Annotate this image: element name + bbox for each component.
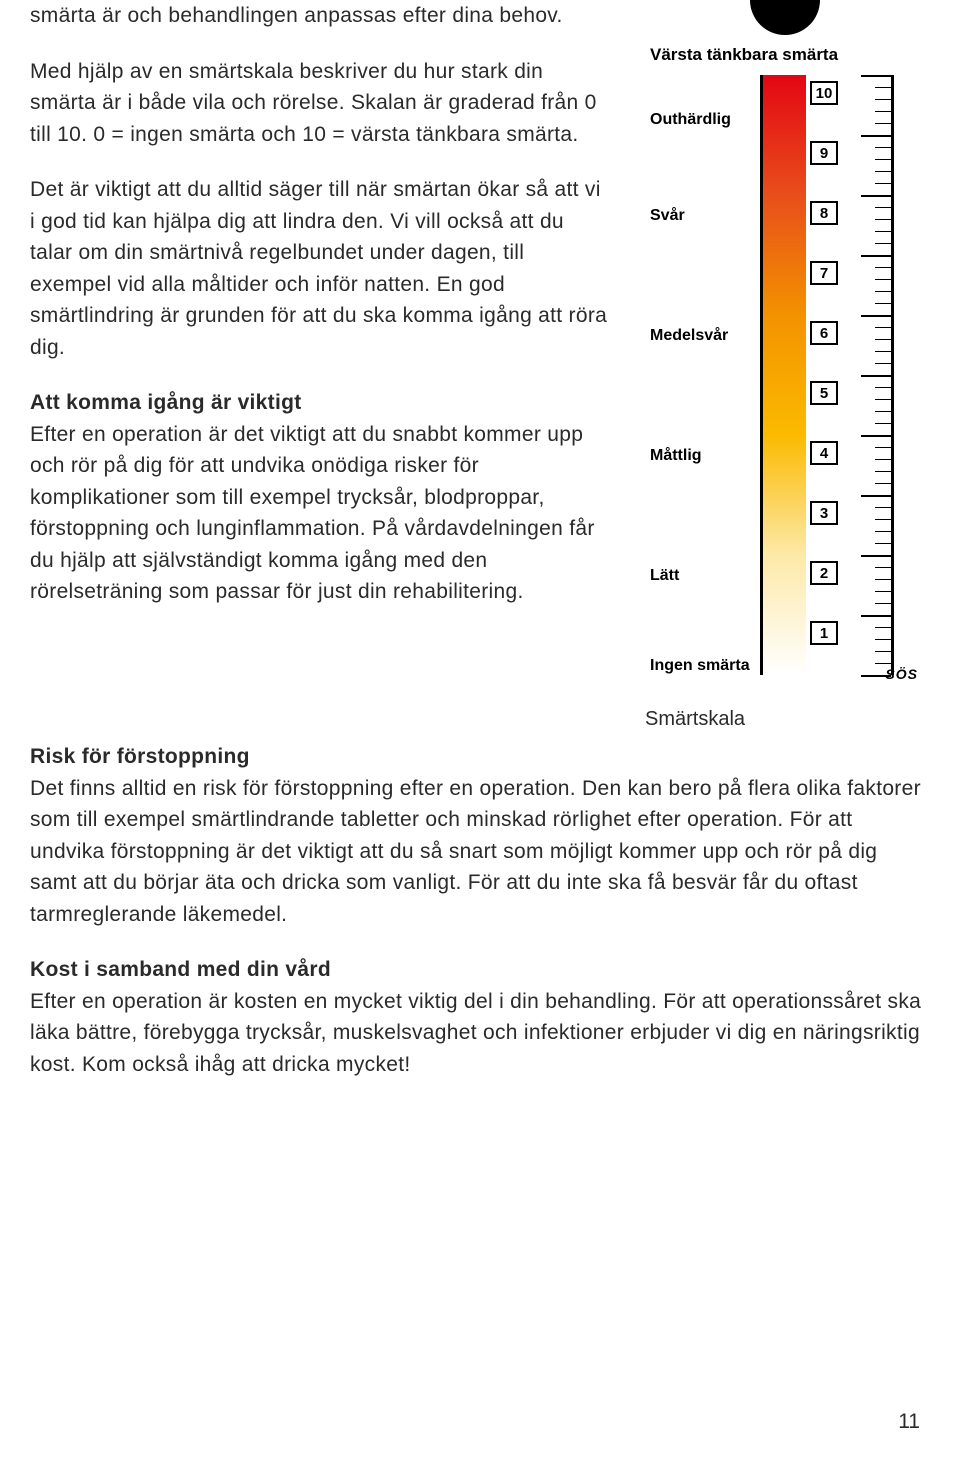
tick-minor: [875, 579, 891, 580]
heading-forstoppning: Risk för förstoppning: [30, 745, 250, 768]
scale-number-column: 10 9 8 7 6 5 4 3 2 1: [806, 75, 844, 675]
scale-number-box: 1: [810, 621, 838, 645]
tick-minor: [875, 243, 891, 244]
pain-scale-card: Värsta tänkbara smärta Outhärdlig Svår Med…: [640, 0, 930, 690]
tick-major: [861, 75, 891, 77]
tick-minor: [875, 171, 891, 172]
tick-minor: [875, 471, 891, 472]
pain-scale-figure: Värsta tänkbara smärta Outhärdlig Svår Med…: [640, 0, 930, 731]
tick-minor: [875, 279, 891, 280]
tick-minor: [875, 87, 891, 88]
tick-major: [861, 135, 891, 137]
tick-minor: [875, 351, 891, 352]
tick-minor: [875, 363, 891, 364]
paragraph-3: Det är viktigt att du alltid säger till …: [30, 174, 610, 363]
tick-minor: [875, 531, 891, 532]
tick-minor: [875, 159, 891, 160]
tick-minor: [875, 183, 891, 184]
tick-major: [861, 315, 891, 317]
tick-major: [861, 255, 891, 257]
tick-minor: [875, 663, 891, 664]
scale-severity-labels: Outhärdlig Svår Medelsvår Måttlig Lätt Ingen …: [650, 75, 760, 675]
tick-minor: [875, 603, 891, 604]
heading-komma-igang: Att komma igång är viktigt: [30, 391, 302, 414]
scale-number-box: 6: [810, 321, 838, 345]
main-text-column: smärta är och behandlingen anpassas efte…: [30, 0, 610, 731]
heading-kost: Kost i samband med din vård: [30, 958, 331, 981]
paragraph-4: Efter en operation är det viktigt att du…: [30, 423, 595, 604]
tick-major: [861, 375, 891, 377]
tick-minor: [875, 99, 891, 100]
tick-minor: [875, 303, 891, 304]
page-number: 11: [898, 1410, 920, 1434]
paragraph-1: smärta är och behandlingen anpassas efte…: [30, 0, 610, 32]
sos-logo-text: SÖS: [885, 666, 918, 682]
scale-number-box: 2: [810, 561, 838, 585]
tick-major: [861, 435, 891, 437]
scale-label: Medelsvår: [650, 327, 728, 345]
scale-top-semicircle: [750, 0, 820, 35]
tick-minor: [875, 123, 891, 124]
scale-number-box: 9: [810, 141, 838, 165]
paragraph-5: Det finns alltid en risk för förstoppnin…: [30, 777, 921, 926]
tick-minor: [875, 219, 891, 220]
tick-major: [861, 495, 891, 497]
scale-label: Svår: [650, 207, 685, 225]
tick-minor: [875, 651, 891, 652]
scale-label: Måttlig: [650, 447, 702, 465]
tick-minor: [875, 423, 891, 424]
scale-number-box: 8: [810, 201, 838, 225]
scale-body: Outhärdlig Svår Medelsvår Måttlig Lätt Ingen …: [650, 75, 920, 675]
tick-major: [861, 615, 891, 617]
scale-tick-column: [844, 75, 894, 675]
tick-minor: [875, 147, 891, 148]
tick-minor: [875, 291, 891, 292]
scale-gradient-bar: [760, 75, 806, 675]
tick-minor: [875, 207, 891, 208]
scale-title: Värsta tänkbara smärta: [650, 45, 920, 65]
scale-caption: Smärtskala: [640, 708, 930, 731]
section-kost: Kost i samband med din vård Efter en ope…: [30, 954, 930, 1080]
tick-minor: [875, 231, 891, 232]
tick-minor: [875, 267, 891, 268]
scale-label: Outhärdlig: [650, 111, 731, 129]
scale-ruler: 10 9 8 7 6 5 4 3 2 1: [760, 75, 920, 675]
scale-label: Lätt: [650, 567, 679, 585]
tick-minor: [875, 339, 891, 340]
tick-minor: [875, 639, 891, 640]
tick-major: [861, 555, 891, 557]
scale-number-box: 10: [810, 81, 838, 105]
tick-minor: [875, 627, 891, 628]
paragraph-6: Efter en operation är kosten en mycket v…: [30, 990, 921, 1076]
tick-minor: [875, 459, 891, 460]
tick-minor: [875, 483, 891, 484]
scale-number-box: 4: [810, 441, 838, 465]
tick-minor: [875, 387, 891, 388]
scale-label: Ingen smärta: [650, 657, 750, 675]
scale-number-box: 3: [810, 501, 838, 525]
scale-number-box: 7: [810, 261, 838, 285]
tick-minor: [875, 327, 891, 328]
tick-major: [861, 195, 891, 197]
paragraph-2: Med hjälp av en smärtskala beskriver du …: [30, 56, 610, 151]
tick-minor: [875, 111, 891, 112]
tick-minor: [875, 519, 891, 520]
tick-minor: [875, 507, 891, 508]
section-komma-igang: Att komma igång är viktigt Efter en oper…: [30, 387, 610, 608]
lower-text-block: Risk för förstoppning Det finns alltid e…: [30, 741, 930, 1080]
tick-minor: [875, 543, 891, 544]
tick-minor: [875, 591, 891, 592]
tick-minor: [875, 567, 891, 568]
section-forstoppning: Risk för förstoppning Det finns alltid e…: [30, 741, 930, 930]
scale-number-box: 5: [810, 381, 838, 405]
tick-minor: [875, 447, 891, 448]
tick-minor: [875, 399, 891, 400]
tick-minor: [875, 411, 891, 412]
